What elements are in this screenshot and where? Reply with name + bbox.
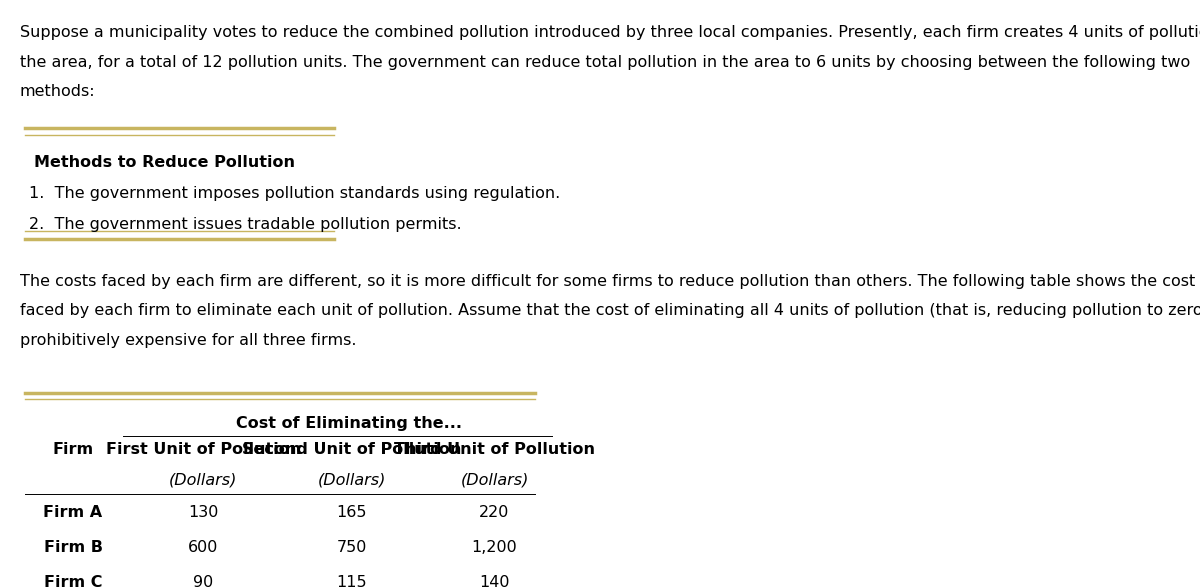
Text: 140: 140 <box>479 575 510 588</box>
Text: 1,200: 1,200 <box>472 540 517 554</box>
Text: Firm A: Firm A <box>43 505 103 520</box>
Text: (Dollars): (Dollars) <box>461 473 529 488</box>
Text: 1.  The government imposes pollution standards using regulation.: 1. The government imposes pollution stan… <box>30 186 560 201</box>
Text: faced by each firm to eliminate each unit of pollution. Assume that the cost of : faced by each firm to eliminate each uni… <box>19 303 1200 318</box>
Text: (Dollars): (Dollars) <box>169 473 238 488</box>
Text: 165: 165 <box>337 505 367 520</box>
Text: 90: 90 <box>193 575 214 588</box>
Text: Firm B: Firm B <box>43 540 102 554</box>
Text: 130: 130 <box>188 505 218 520</box>
Text: 600: 600 <box>188 540 218 554</box>
Text: First Unit of Pollution: First Unit of Pollution <box>106 442 301 457</box>
Text: methods:: methods: <box>19 84 95 99</box>
Text: prohibitively expensive for all three firms.: prohibitively expensive for all three fi… <box>19 333 356 348</box>
Text: (Dollars): (Dollars) <box>318 473 386 488</box>
Text: Firm C: Firm C <box>44 575 102 588</box>
Text: 750: 750 <box>337 540 367 554</box>
Text: Third Unit of Pollution: Third Unit of Pollution <box>394 442 595 457</box>
Text: 115: 115 <box>336 575 367 588</box>
Text: the area, for a total of 12 pollution units. The government can reduce total pol: the area, for a total of 12 pollution un… <box>19 55 1190 70</box>
Text: Second Unit of Pollution: Second Unit of Pollution <box>242 442 462 457</box>
Text: 220: 220 <box>479 505 510 520</box>
Text: The costs faced by each firm are different, so it is more difficult for some fir: The costs faced by each firm are differe… <box>19 274 1195 289</box>
Text: 2.  The government issues tradable pollution permits.: 2. The government issues tradable pollut… <box>30 217 462 232</box>
Text: Cost of Eliminating the...: Cost of Eliminating the... <box>235 416 462 431</box>
Text: Methods to Reduce Pollution: Methods to Reduce Pollution <box>34 155 295 170</box>
Text: Suppose a municipality votes to reduce the combined pollution introduced by thre: Suppose a municipality votes to reduce t… <box>19 25 1200 41</box>
Text: Firm: Firm <box>53 442 94 457</box>
